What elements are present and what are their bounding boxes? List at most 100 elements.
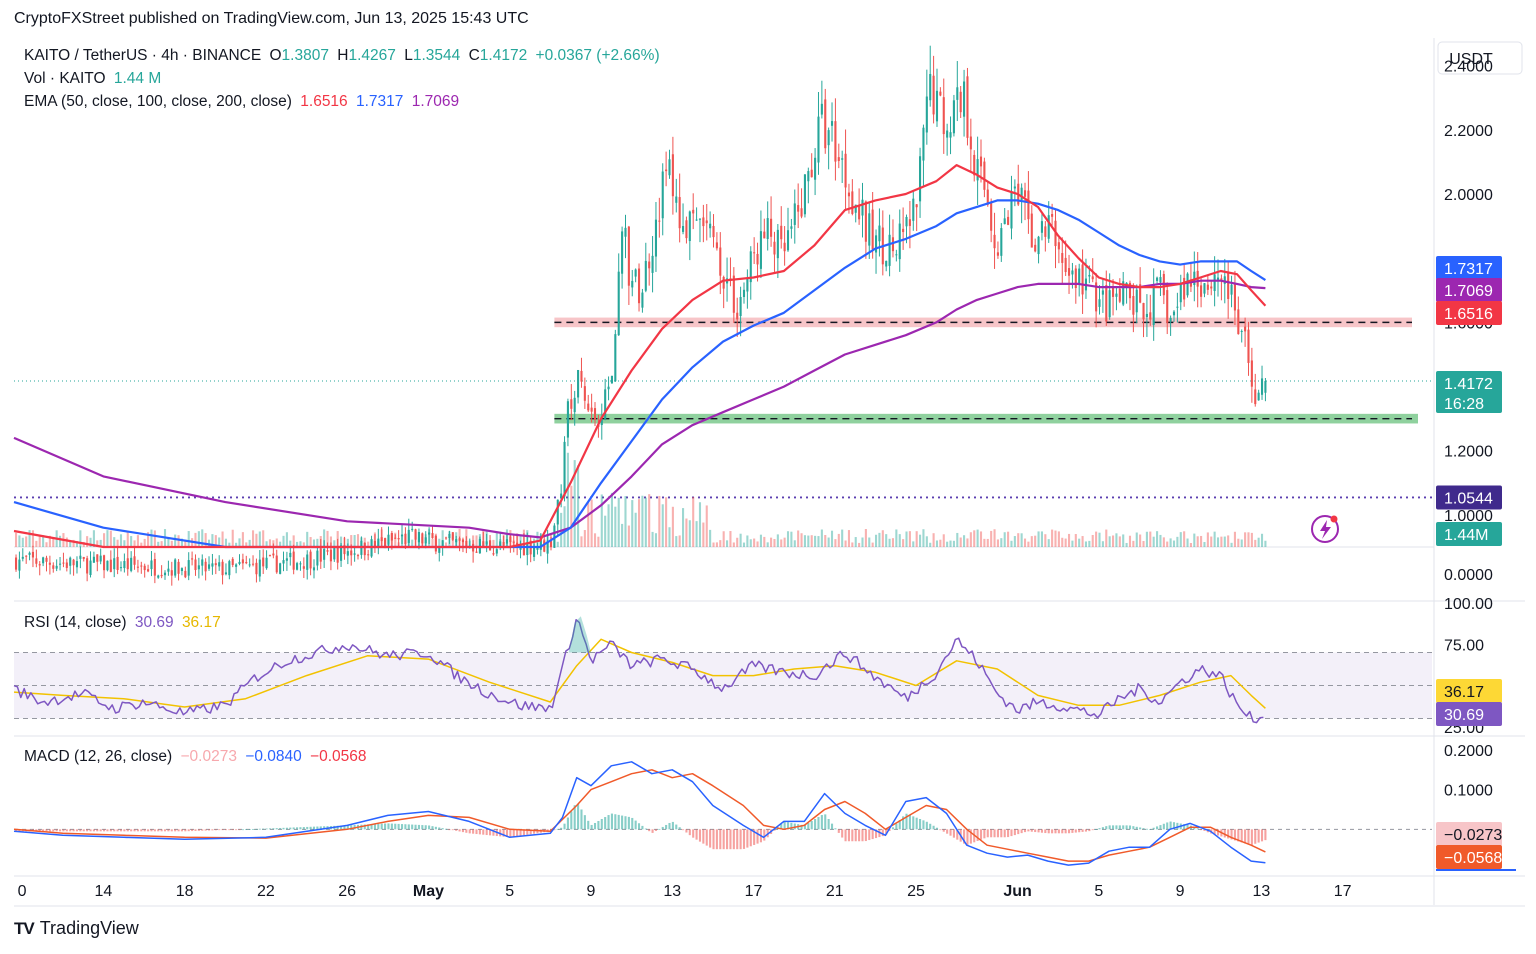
candle — [333, 548, 336, 560]
candle — [942, 97, 945, 135]
candle — [343, 545, 346, 555]
volume-bar — [627, 525, 630, 547]
macd-hist-label-bg — [1436, 822, 1502, 846]
macd-histogram-bar — [65, 829, 68, 832]
candle — [952, 100, 955, 134]
volume-bar — [698, 502, 702, 547]
volume-title[interactable]: Vol · KAITO — [24, 70, 106, 87]
macd-histogram-bar — [722, 829, 725, 850]
volume-bar — [773, 539, 776, 547]
candle — [1020, 187, 1023, 200]
macd-histogram-bar — [1216, 829, 1220, 836]
macd-histogram-bar — [942, 829, 945, 832]
candle — [665, 169, 668, 172]
candle — [1057, 242, 1060, 250]
publisher-line: CryptoFXStreet published on TradingView.… — [14, 10, 529, 27]
candle — [92, 556, 95, 563]
volume-bar — [1166, 541, 1169, 547]
macd-histogram-bar — [1115, 825, 1118, 830]
macd-histogram-bar — [177, 829, 180, 832]
candle — [475, 551, 478, 553]
volume-bar — [671, 506, 674, 547]
volume-bar — [1213, 531, 1216, 547]
macd-histogram-bar — [773, 829, 776, 831]
candle — [143, 565, 146, 571]
candle — [956, 87, 959, 100]
macd-histogram-bar — [136, 829, 139, 832]
volume-bar — [556, 541, 559, 547]
currency-button[interactable] — [1437, 41, 1523, 75]
candle — [753, 252, 756, 254]
volume-bar — [824, 535, 827, 547]
candle — [346, 551, 349, 556]
tradingview-logo[interactable]: TV TradingView — [14, 918, 139, 939]
candle — [766, 218, 769, 239]
candle — [1040, 221, 1043, 233]
macd-histogram-bar — [1244, 829, 1247, 844]
symbol-title[interactable]: KAITO / TetherUS · 4h · BINANCE — [24, 47, 262, 64]
macd-histogram-bar — [1122, 825, 1125, 830]
macd-histogram-bar — [1159, 825, 1162, 830]
macd-signal-value: −0.0568 — [310, 748, 367, 765]
volume-bar — [79, 530, 82, 547]
volume-bar — [58, 535, 62, 547]
ema-title[interactable]: EMA (50, close, 100, close, 200, close) — [24, 93, 292, 110]
candle — [241, 559, 244, 564]
candle — [675, 196, 678, 203]
volume-bar — [770, 537, 773, 547]
volume-bar — [1112, 535, 1115, 547]
macd-histogram-bar — [790, 822, 793, 830]
volume-bar — [885, 534, 888, 547]
macd-histogram-bar — [1223, 829, 1226, 838]
volume-bar — [18, 535, 21, 547]
volume-bar — [644, 497, 647, 547]
candle — [888, 234, 891, 266]
volume-bar — [963, 535, 966, 547]
macd-histogram-bar — [654, 829, 658, 831]
macd-title[interactable]: MACD (12, 26, close) — [24, 748, 173, 765]
candle — [1118, 288, 1121, 302]
candle — [631, 280, 634, 288]
macd-histogram-bar — [509, 829, 512, 838]
macd-histogram-bar — [367, 824, 370, 830]
candle — [573, 397, 576, 413]
macd-histogram-bar — [553, 829, 556, 831]
candle — [238, 561, 241, 564]
candle — [390, 532, 393, 541]
volume-bar — [194, 532, 197, 547]
candle — [641, 292, 644, 308]
macd-histogram-bar — [1061, 829, 1064, 834]
volume-bar — [858, 542, 861, 547]
volume-bar — [1030, 536, 1033, 547]
high-label: H — [337, 47, 349, 64]
macd-histogram-bar — [705, 829, 708, 846]
macd-histogram-bar — [688, 829, 691, 836]
macd-histogram-bar — [929, 823, 932, 830]
candle — [1091, 276, 1094, 280]
volume-bar — [891, 538, 895, 547]
macd-histogram-bar — [1142, 828, 1145, 830]
volume-bar — [1020, 533, 1023, 547]
macd-histogram-bar — [624, 816, 627, 830]
macd-histogram-bar — [461, 829, 465, 833]
macd-histogram-bar — [729, 829, 732, 850]
ema100-value: 1.7317 — [356, 93, 404, 110]
volume-bar — [1135, 532, 1138, 547]
macd-histogram-bar — [82, 829, 85, 832]
time-axis-tick: 26 — [338, 883, 356, 900]
volume-bar — [590, 499, 593, 547]
macd-histogram-bar — [1064, 829, 1067, 834]
macd-histogram-bar — [296, 827, 299, 830]
candle — [312, 567, 316, 571]
macd-histogram-bar — [258, 828, 261, 830]
macd-histogram-bar — [702, 829, 705, 844]
rsi-title[interactable]: RSI (14, close) — [24, 614, 127, 631]
candle — [1186, 273, 1189, 296]
volume-bar — [570, 485, 573, 547]
candle — [434, 536, 437, 552]
volume-bar — [742, 542, 746, 547]
candle — [103, 555, 106, 571]
candle — [776, 229, 779, 259]
macd-histogram-bar — [485, 829, 488, 836]
